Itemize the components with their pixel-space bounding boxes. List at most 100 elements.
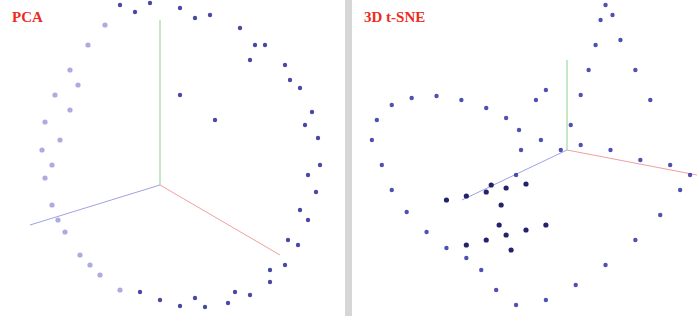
point <box>578 143 582 147</box>
point <box>283 263 287 267</box>
point <box>42 175 47 180</box>
point <box>148 1 152 5</box>
point <box>117 287 122 292</box>
point <box>539 138 543 142</box>
point <box>603 263 607 267</box>
point <box>193 296 197 300</box>
point <box>497 222 502 227</box>
point <box>268 268 272 272</box>
point <box>42 119 47 124</box>
point <box>390 103 394 107</box>
chart-panel: PCA <box>0 0 345 316</box>
point <box>49 202 54 207</box>
point <box>559 148 563 152</box>
point <box>77 252 82 257</box>
point <box>263 43 267 47</box>
point <box>102 22 107 27</box>
point <box>586 68 590 72</box>
point <box>658 213 662 217</box>
point <box>618 38 622 42</box>
point <box>603 3 607 7</box>
point <box>193 16 197 20</box>
point <box>375 118 379 122</box>
point <box>638 158 642 162</box>
axis-line <box>160 185 280 255</box>
point <box>178 6 182 10</box>
point <box>444 197 449 202</box>
point <box>97 272 102 277</box>
point <box>203 305 207 309</box>
point <box>306 218 310 222</box>
point <box>213 118 217 122</box>
chart-title: 3D t-SNE <box>364 9 425 25</box>
point <box>523 227 528 232</box>
point <box>544 88 548 92</box>
point <box>67 107 72 112</box>
point <box>688 173 692 177</box>
point <box>593 43 597 47</box>
panel-divider <box>345 0 352 316</box>
point <box>504 185 509 190</box>
axis-line <box>567 60 568 150</box>
point <box>57 137 62 142</box>
point <box>517 128 521 132</box>
point <box>288 78 292 82</box>
figure: PCA 3D t-SNE <box>0 0 700 316</box>
point <box>444 246 448 250</box>
point <box>298 86 302 90</box>
point <box>464 256 468 260</box>
point <box>668 163 672 167</box>
axis-line <box>160 20 161 185</box>
point <box>283 63 287 67</box>
plot-area <box>370 3 693 307</box>
point <box>499 202 504 207</box>
chart-title: PCA <box>12 9 43 25</box>
point <box>404 210 408 214</box>
point <box>248 58 252 62</box>
point <box>648 98 652 102</box>
point <box>248 293 252 297</box>
point <box>296 243 300 247</box>
point <box>310 110 314 114</box>
point <box>370 138 374 142</box>
point <box>138 290 142 294</box>
point <box>133 10 137 14</box>
point <box>569 123 573 127</box>
point <box>464 242 469 247</box>
point <box>484 237 489 242</box>
point <box>52 92 57 97</box>
point <box>464 193 469 198</box>
point <box>314 190 318 194</box>
point <box>409 96 413 100</box>
point <box>75 82 80 87</box>
point <box>578 93 582 97</box>
point <box>87 262 92 267</box>
point <box>178 93 182 97</box>
point <box>610 13 614 17</box>
point <box>55 217 60 222</box>
point <box>678 188 682 192</box>
point <box>484 189 489 194</box>
axes-3d <box>30 20 280 255</box>
point <box>208 13 212 17</box>
point <box>286 238 290 242</box>
point <box>318 163 322 167</box>
point <box>62 229 67 234</box>
point <box>523 181 528 186</box>
point <box>544 298 548 302</box>
point <box>543 222 548 227</box>
point <box>504 232 509 237</box>
point <box>424 230 428 234</box>
point <box>178 304 182 308</box>
point <box>514 173 518 177</box>
point <box>158 298 162 302</box>
point <box>504 116 508 120</box>
chart-panel: 3D t-SNE <box>352 0 700 316</box>
point <box>508 247 513 252</box>
point <box>303 123 307 127</box>
point <box>608 148 612 152</box>
point <box>434 94 438 98</box>
point <box>238 26 242 30</box>
point <box>298 208 302 212</box>
point <box>306 173 310 177</box>
